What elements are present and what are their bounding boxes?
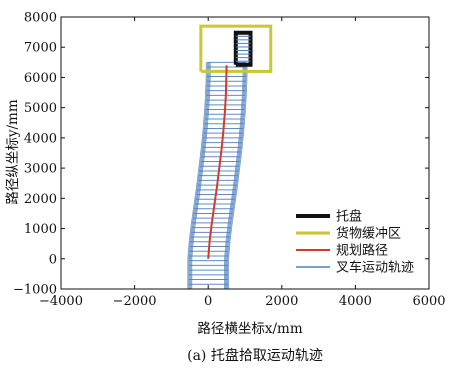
series-pallet xyxy=(233,30,253,67)
legend-label: 叉车运动轨迹 xyxy=(336,260,414,276)
legend-label: 托盘 xyxy=(336,209,362,225)
pallet-outline xyxy=(233,30,253,67)
x-tick-label: 2000 xyxy=(265,294,298,309)
y-tick-label: 6000 xyxy=(24,71,57,86)
x-tick-label: −2000 xyxy=(113,294,157,309)
plot-frame xyxy=(60,16,430,290)
x-axis-label: 路径横坐标x/mm xyxy=(197,321,302,337)
legend-item: 叉车运动轨迹 xyxy=(296,260,414,276)
y-tick-label: −1000 xyxy=(13,283,57,298)
legend-label: 规划路径 xyxy=(336,243,388,259)
y-axis: −1000 0 1000 2000 3000 4000 5000 6000 7000 8000 xyxy=(13,11,429,298)
x-tick-label: −4000 xyxy=(39,294,83,309)
figure-caption: (a) 托盘拾取运动轨迹 xyxy=(187,347,323,364)
legend-item: 规划路径 xyxy=(296,243,388,259)
y-tick-label: 1000 xyxy=(24,222,57,237)
plot-area xyxy=(187,24,273,290)
series-forklift-trajectory xyxy=(187,61,248,290)
series-cargo-buffer-zone xyxy=(199,24,273,73)
y-axis-label: 路径纵坐标y/mm xyxy=(5,99,21,204)
trajectory-boundary-right xyxy=(228,62,248,289)
y-tick-label: 5000 xyxy=(24,101,57,116)
legend-item: 货物缓冲区 xyxy=(296,226,401,242)
y-tick-label: 8000 xyxy=(24,11,57,26)
legend-label: 货物缓冲区 xyxy=(336,226,401,242)
x-tick-label: 0 xyxy=(204,294,212,309)
y-tick-label: 2000 xyxy=(24,192,57,207)
y-tick-label: 7000 xyxy=(24,41,57,56)
x-tick-label: 6000 xyxy=(412,294,445,309)
legend-item: 托盘 xyxy=(296,209,362,225)
y-tick-label: 3000 xyxy=(24,162,57,177)
y-tick-label: 4000 xyxy=(24,131,57,146)
trajectory-boundary-left xyxy=(187,62,207,289)
y-tick-label: 0 xyxy=(49,252,57,267)
series-planned-path xyxy=(207,65,228,259)
x-tick-label: 4000 xyxy=(339,294,372,309)
x-axis: −4000 −2000 0 2000 4000 6000 xyxy=(39,17,446,309)
